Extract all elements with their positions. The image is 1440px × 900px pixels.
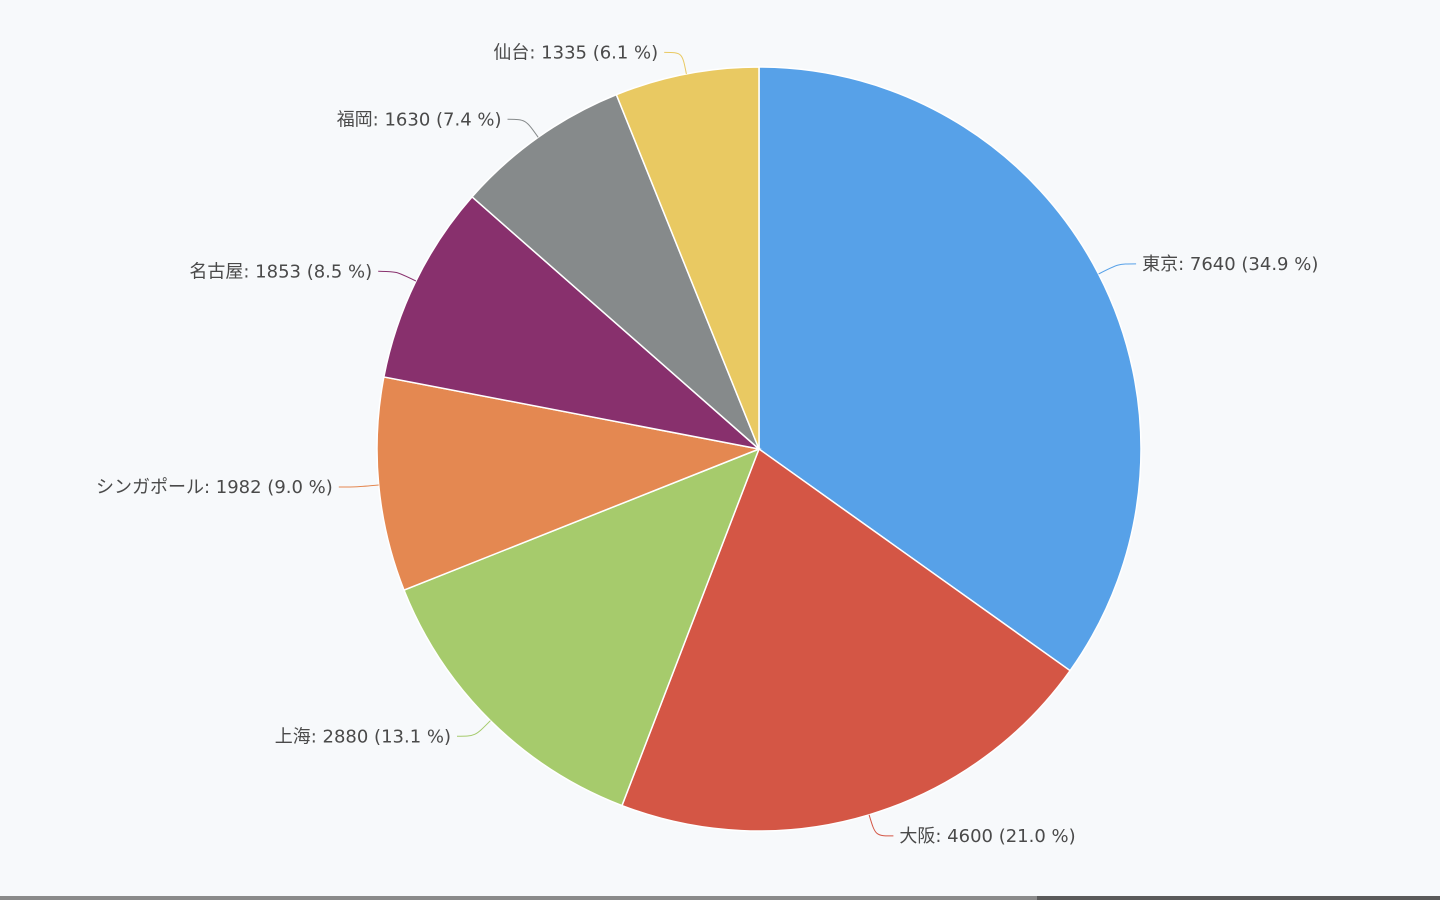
connectors-layer xyxy=(338,51,1137,837)
slice-label-2: 上海: 2880 (13.1 %) xyxy=(275,726,451,747)
slice-label-0: 東京: 7640 (34.9 %) xyxy=(1142,254,1318,275)
connector-line-2 xyxy=(456,720,491,737)
pie-slice-2[interactable] xyxy=(403,447,761,807)
slice-label-1: 大阪: 4600 (21.0 %) xyxy=(899,826,1075,847)
pie-slice-1[interactable] xyxy=(621,447,1072,832)
pie-slice-6[interactable] xyxy=(615,66,760,450)
connector-line-1 xyxy=(868,814,894,837)
connector-line-5 xyxy=(507,118,539,138)
pie-slice-3[interactable] xyxy=(376,376,762,592)
slices-layer xyxy=(376,66,1142,832)
labels-layer: 東京: 7640 (34.9 %) 大阪: 4600 (21.0 %) 上海: 28… xyxy=(96,42,1318,847)
slice-label-5: 福岡: 1630 (7.4 %) xyxy=(337,109,502,130)
connector-line-3 xyxy=(338,484,379,488)
pie-slice-4[interactable] xyxy=(382,195,762,451)
connector-line-4 xyxy=(378,270,417,282)
connector-line-6 xyxy=(664,51,687,75)
slice-label-6: 仙台: 1335 (6.1 %) xyxy=(493,42,658,63)
window-bottom-edge xyxy=(0,896,1440,900)
pie-slice-0[interactable] xyxy=(758,66,1142,672)
slice-label-4: 名古屋: 1853 (8.5 %) xyxy=(189,261,372,282)
slice-label-3: シンガポール: 1982 (9.0 %) xyxy=(96,477,333,498)
connector-line-0 xyxy=(1098,263,1137,275)
pie-slice-5[interactable] xyxy=(470,93,760,450)
